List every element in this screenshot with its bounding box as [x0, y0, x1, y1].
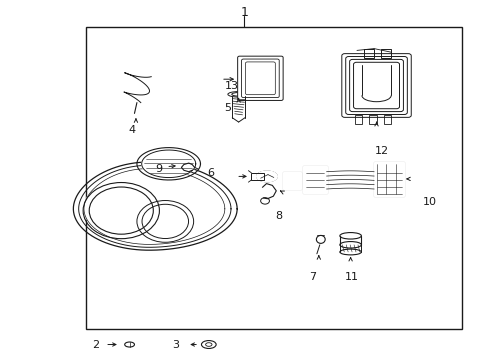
Text: 13: 13: [225, 81, 239, 91]
Text: 10: 10: [423, 197, 436, 207]
Circle shape: [142, 204, 188, 239]
Text: 7: 7: [309, 272, 316, 282]
Bar: [368, 115, 376, 124]
Text: 9: 9: [155, 164, 162, 174]
Text: 3: 3: [172, 339, 179, 350]
Text: 6: 6: [206, 168, 213, 178]
Ellipse shape: [256, 171, 277, 182]
Bar: [364, 49, 373, 58]
Text: 11: 11: [345, 272, 358, 282]
Bar: [282, 172, 301, 189]
Polygon shape: [142, 150, 195, 177]
Bar: [282, 172, 301, 189]
Bar: [354, 115, 361, 124]
Text: 5: 5: [224, 103, 230, 113]
Text: 4: 4: [128, 125, 135, 135]
Text: 12: 12: [374, 146, 387, 156]
Bar: [251, 173, 263, 180]
Bar: [383, 115, 390, 124]
FancyBboxPatch shape: [341, 54, 410, 117]
Bar: [373, 162, 404, 196]
Bar: [373, 162, 404, 196]
Bar: [381, 49, 390, 58]
Circle shape: [89, 187, 153, 234]
Bar: [303, 166, 326, 193]
FancyBboxPatch shape: [237, 56, 283, 100]
Bar: [303, 166, 326, 193]
Text: 8: 8: [275, 211, 282, 221]
Text: 1: 1: [240, 6, 248, 19]
Text: 2: 2: [92, 339, 99, 350]
Polygon shape: [84, 168, 224, 244]
Bar: [85, 27, 461, 329]
